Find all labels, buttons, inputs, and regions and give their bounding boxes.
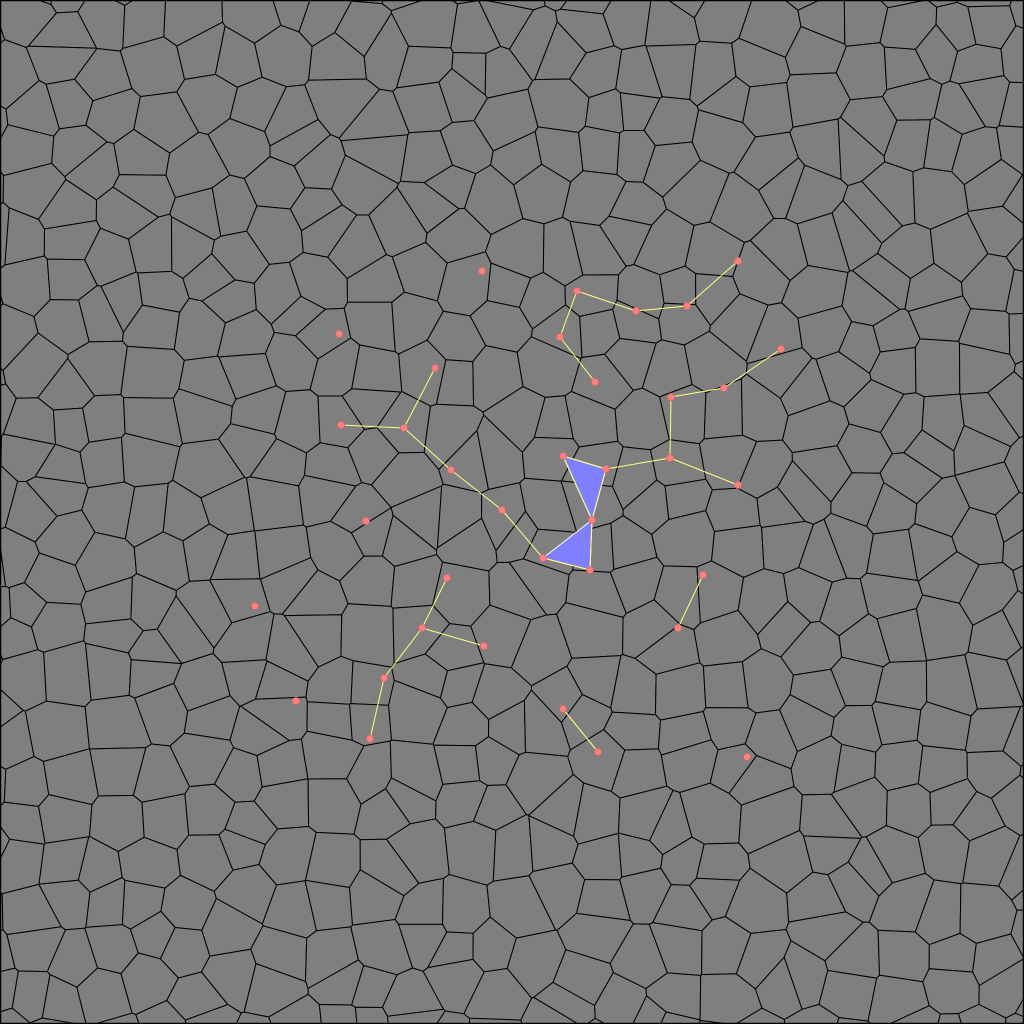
node-link (677, 574, 704, 629)
node-link (562, 708, 599, 753)
node-marker[interactable] (667, 393, 675, 401)
node-marker[interactable] (480, 642, 488, 650)
node-link (562, 455, 607, 470)
voronoi-cell[interactable] (43, 640, 92, 708)
node-link (669, 457, 739, 486)
voronoi-cell[interactable] (1001, 589, 1024, 649)
voronoi-cell[interactable] (354, 1006, 389, 1024)
node-link (403, 427, 452, 471)
voronoi-cell[interactable] (742, 81, 794, 138)
node-marker[interactable] (292, 697, 300, 705)
node-marker[interactable] (478, 267, 486, 275)
node-marker[interactable] (380, 674, 388, 682)
node-marker[interactable] (251, 602, 259, 610)
node-link (542, 557, 591, 571)
node-marker[interactable] (674, 624, 682, 632)
node-marker[interactable] (400, 424, 408, 432)
voronoi-cell[interactable] (351, 344, 403, 393)
voronoi-cell[interactable] (520, 996, 582, 1024)
node-marker[interactable] (594, 748, 602, 756)
node-marker[interactable] (362, 517, 370, 525)
node-marker[interactable] (573, 287, 581, 295)
voronoi-cell[interactable] (1005, 1012, 1024, 1024)
node-link (576, 290, 637, 312)
node-marker[interactable] (777, 345, 785, 353)
voronoi-cell[interactable] (695, 842, 751, 881)
node-link (635, 305, 688, 312)
node-marker[interactable] (591, 378, 599, 386)
node-link (421, 577, 448, 629)
node-marker[interactable] (743, 753, 751, 761)
voronoi-cell[interactable] (1005, 646, 1024, 706)
node-marker[interactable] (366, 735, 374, 743)
node-link (501, 509, 544, 559)
voronoi-cell[interactable] (79, 436, 125, 489)
voronoi-cell[interactable] (987, 370, 1024, 439)
voronoi-cell[interactable] (874, 739, 924, 792)
node-marker[interactable] (720, 384, 728, 392)
node-marker[interactable] (602, 465, 610, 473)
voronoi-cell[interactable] (318, 1003, 358, 1024)
node-marker[interactable] (447, 466, 455, 474)
node-links (340, 260, 782, 753)
voronoi-cell[interactable] (120, 345, 185, 399)
node-marker[interactable] (734, 257, 742, 265)
voronoi-cell[interactable] (340, 603, 395, 668)
node-link (669, 396, 672, 459)
node-marker[interactable] (498, 506, 506, 514)
node-link (723, 348, 782, 389)
node-marker[interactable] (556, 333, 564, 341)
voronoi-cell[interactable] (702, 661, 749, 709)
node-marker[interactable] (539, 554, 547, 562)
node-marker[interactable] (337, 421, 345, 429)
voronoi-cell[interactable] (246, 476, 305, 532)
node-marker[interactable] (431, 364, 439, 372)
voronoi-cell[interactable] (82, 394, 126, 443)
node-marker[interactable] (734, 481, 742, 489)
voronoi-cell[interactable] (937, 1013, 963, 1024)
node-link (562, 455, 593, 521)
node-marker[interactable] (588, 516, 596, 524)
node-link (589, 519, 593, 571)
node-marker[interactable] (335, 330, 343, 338)
voronoi-cell[interactable] (877, 929, 930, 983)
voronoi-cell[interactable] (350, 660, 395, 706)
node-link (686, 260, 739, 307)
voronoi-cell[interactable] (578, 125, 621, 176)
node-marker[interactable] (418, 624, 426, 632)
node-link (369, 677, 385, 740)
node-link (559, 336, 596, 383)
nodes[interactable] (251, 257, 785, 761)
voronoi-cell[interactable] (1010, 909, 1024, 960)
voronoi-cell[interactable] (836, 1017, 872, 1024)
node-link (591, 468, 607, 521)
node-link (670, 387, 725, 398)
node-marker[interactable] (632, 307, 640, 315)
node-link (450, 469, 503, 511)
node-marker[interactable] (586, 566, 594, 574)
node-marker[interactable] (559, 452, 567, 460)
voronoi-cell[interactable] (649, 439, 707, 487)
node-link (340, 424, 405, 429)
node-link (559, 290, 578, 338)
node-link (403, 367, 436, 429)
node-link (605, 457, 671, 470)
node-link (421, 627, 485, 647)
voronoi-cell[interactable] (84, 642, 132, 701)
node-link (383, 627, 423, 679)
voronoi-cell[interactable] (914, 338, 961, 398)
node-marker[interactable] (699, 571, 707, 579)
node-marker[interactable] (666, 454, 674, 462)
node-marker[interactable] (683, 302, 691, 310)
voronoi-cell[interactable] (29, 1017, 87, 1024)
node-marker[interactable] (443, 574, 451, 582)
voronoi-cell[interactable] (584, 1017, 608, 1024)
node-marker[interactable] (559, 705, 567, 713)
